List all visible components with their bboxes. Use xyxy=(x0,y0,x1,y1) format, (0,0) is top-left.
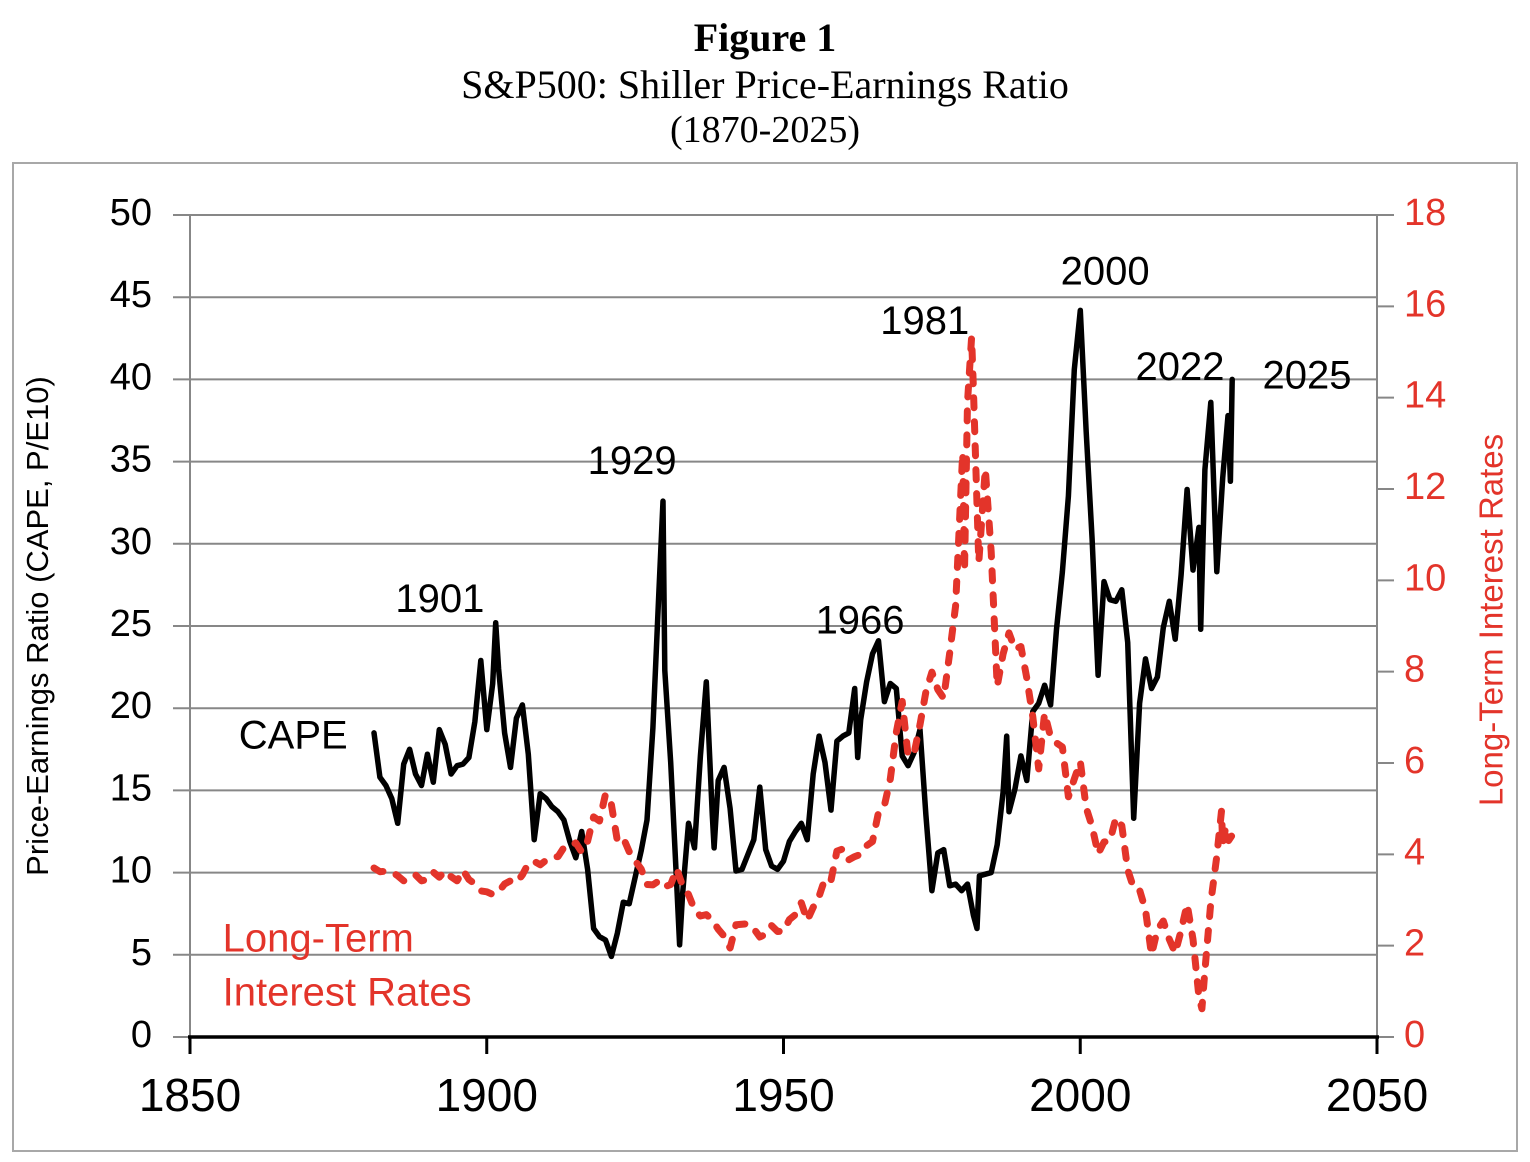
y-right-tick-label: 8 xyxy=(1404,649,1425,691)
y-right-tick-label: 12 xyxy=(1404,466,1446,508)
y-left-tick-label: 50 xyxy=(110,192,152,234)
y-right-tick-label: 16 xyxy=(1404,283,1446,325)
y-left-tick-label: 35 xyxy=(110,439,152,481)
x-tick-label: 1900 xyxy=(436,1069,538,1121)
peak-year-annotation: 1901 xyxy=(395,577,484,621)
figure-number: Figure 1 xyxy=(693,15,837,60)
chart-title: S&P500: Shiller Price-Earnings Ratio xyxy=(461,62,1069,108)
y-left-axis-title: Price-Earnings Ratio (CAPE, P/E10) xyxy=(20,376,55,876)
y-right-tick-label: 6 xyxy=(1404,740,1425,782)
y-right-tick-label: 14 xyxy=(1404,375,1446,417)
cape-line xyxy=(371,307,1235,960)
peak-year-annotation: 2022 xyxy=(1135,345,1224,389)
x-tick-label: 1850 xyxy=(139,1069,241,1121)
y-left-tick-label: 20 xyxy=(110,685,152,727)
interest-rates-line xyxy=(370,333,1236,1013)
cape-series-label: CAPE xyxy=(239,713,348,757)
chart-subtitle-range: (1870-2025) xyxy=(670,109,860,152)
chart-title-block: Figure 1 S&P500: Shiller Price-Earnings … xyxy=(0,14,1530,153)
x-tick-label: 1950 xyxy=(732,1069,834,1121)
y-left-tick-label: 40 xyxy=(110,356,152,398)
peak-year-annotation: 1929 xyxy=(588,439,677,483)
y-left-tick-label: 25 xyxy=(110,603,152,645)
y-right-tick-label: 2 xyxy=(1404,923,1425,965)
peak-year-annotation: 2025 xyxy=(1262,353,1351,397)
y-left-tick-label: 45 xyxy=(110,274,152,316)
y-right-axis-title: Long-Term Interest Rates xyxy=(1473,434,1510,806)
x-tick-label: 2050 xyxy=(1326,1069,1428,1121)
peak-year-annotation: 1966 xyxy=(816,598,905,642)
y-right-tick-label: 4 xyxy=(1404,831,1425,873)
y-left-tick-label: 15 xyxy=(110,767,152,809)
peak-year-annotation: 2000 xyxy=(1061,250,1150,294)
peak-year-annotation: 1981 xyxy=(880,299,969,343)
rates-series-label: Long-Term xyxy=(223,916,414,960)
y-left-tick-label: 10 xyxy=(110,850,152,892)
y-right-tick-label: 18 xyxy=(1404,192,1446,234)
y-left-tick-label: 5 xyxy=(131,932,152,974)
y-right-tick-label: 10 xyxy=(1404,557,1446,599)
rates-series-label: Interest Rates xyxy=(223,971,472,1015)
x-tick-label: 2000 xyxy=(1029,1069,1131,1121)
y-left-tick-label: 0 xyxy=(131,1014,152,1056)
y-right-tick-label: 0 xyxy=(1404,1014,1425,1056)
y-left-tick-label: 30 xyxy=(110,521,152,563)
figure-border xyxy=(12,162,1518,1152)
